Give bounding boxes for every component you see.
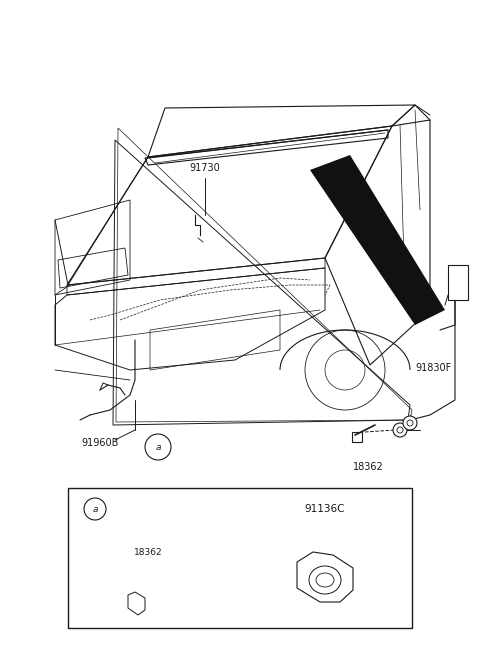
Circle shape bbox=[393, 423, 407, 437]
Text: a: a bbox=[92, 505, 98, 514]
Text: a: a bbox=[155, 443, 161, 451]
Text: 18362: 18362 bbox=[134, 548, 162, 557]
Text: 18362: 18362 bbox=[353, 462, 384, 472]
Bar bbox=[352, 432, 362, 442]
Text: 91730: 91730 bbox=[190, 163, 220, 173]
Circle shape bbox=[145, 434, 171, 460]
Text: 91136C: 91136C bbox=[305, 504, 345, 514]
Bar bbox=[68, 488, 412, 628]
Circle shape bbox=[84, 498, 106, 520]
Bar bbox=[448, 265, 468, 300]
Polygon shape bbox=[310, 155, 445, 325]
Text: 91960B: 91960B bbox=[81, 438, 119, 448]
Text: 91830F: 91830F bbox=[415, 363, 451, 373]
Circle shape bbox=[403, 416, 417, 430]
